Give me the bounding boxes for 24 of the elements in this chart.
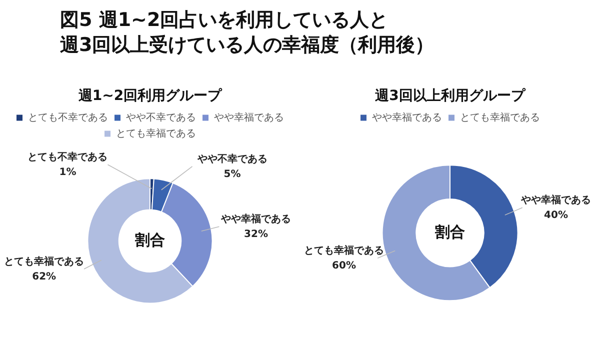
slice-label: とても幸福である [304, 244, 384, 257]
text: 週3回以上受けている人の幸福度（利用後） [60, 33, 434, 58]
data-label: 40% [544, 210, 568, 222]
text: 割合 [134, 230, 165, 249]
legend-label: やや不幸である [126, 111, 196, 124]
caption: 図5 週1~2回占いを利用している人と [60, 8, 390, 33]
chart-title: 週3回以上利用グループ [374, 87, 526, 104]
slice-label: とても幸福である [4, 256, 84, 268]
slice-label: やや不幸である [196, 153, 268, 166]
data-label: 32% [244, 229, 268, 240]
data-label: 5% [224, 169, 241, 180]
legend-label: とても不幸である [28, 111, 108, 124]
legend-label: とても幸福である [460, 111, 540, 124]
legend-label: やや幸福である [372, 111, 442, 124]
slice-label: やや幸福である [220, 213, 291, 226]
text: 割合 [434, 222, 465, 241]
data-label: 62% [32, 272, 56, 283]
slice-label: やや幸福である [520, 194, 591, 206]
data-label: 1% [59, 167, 76, 178]
legend-label: とても幸福である [116, 127, 196, 140]
data-label: 60% [332, 260, 356, 272]
legend-label: やや幸福である [214, 111, 284, 124]
slice-label: とても不幸である [28, 151, 108, 164]
chart-title: 週1~2回利用グループ [77, 87, 223, 104]
